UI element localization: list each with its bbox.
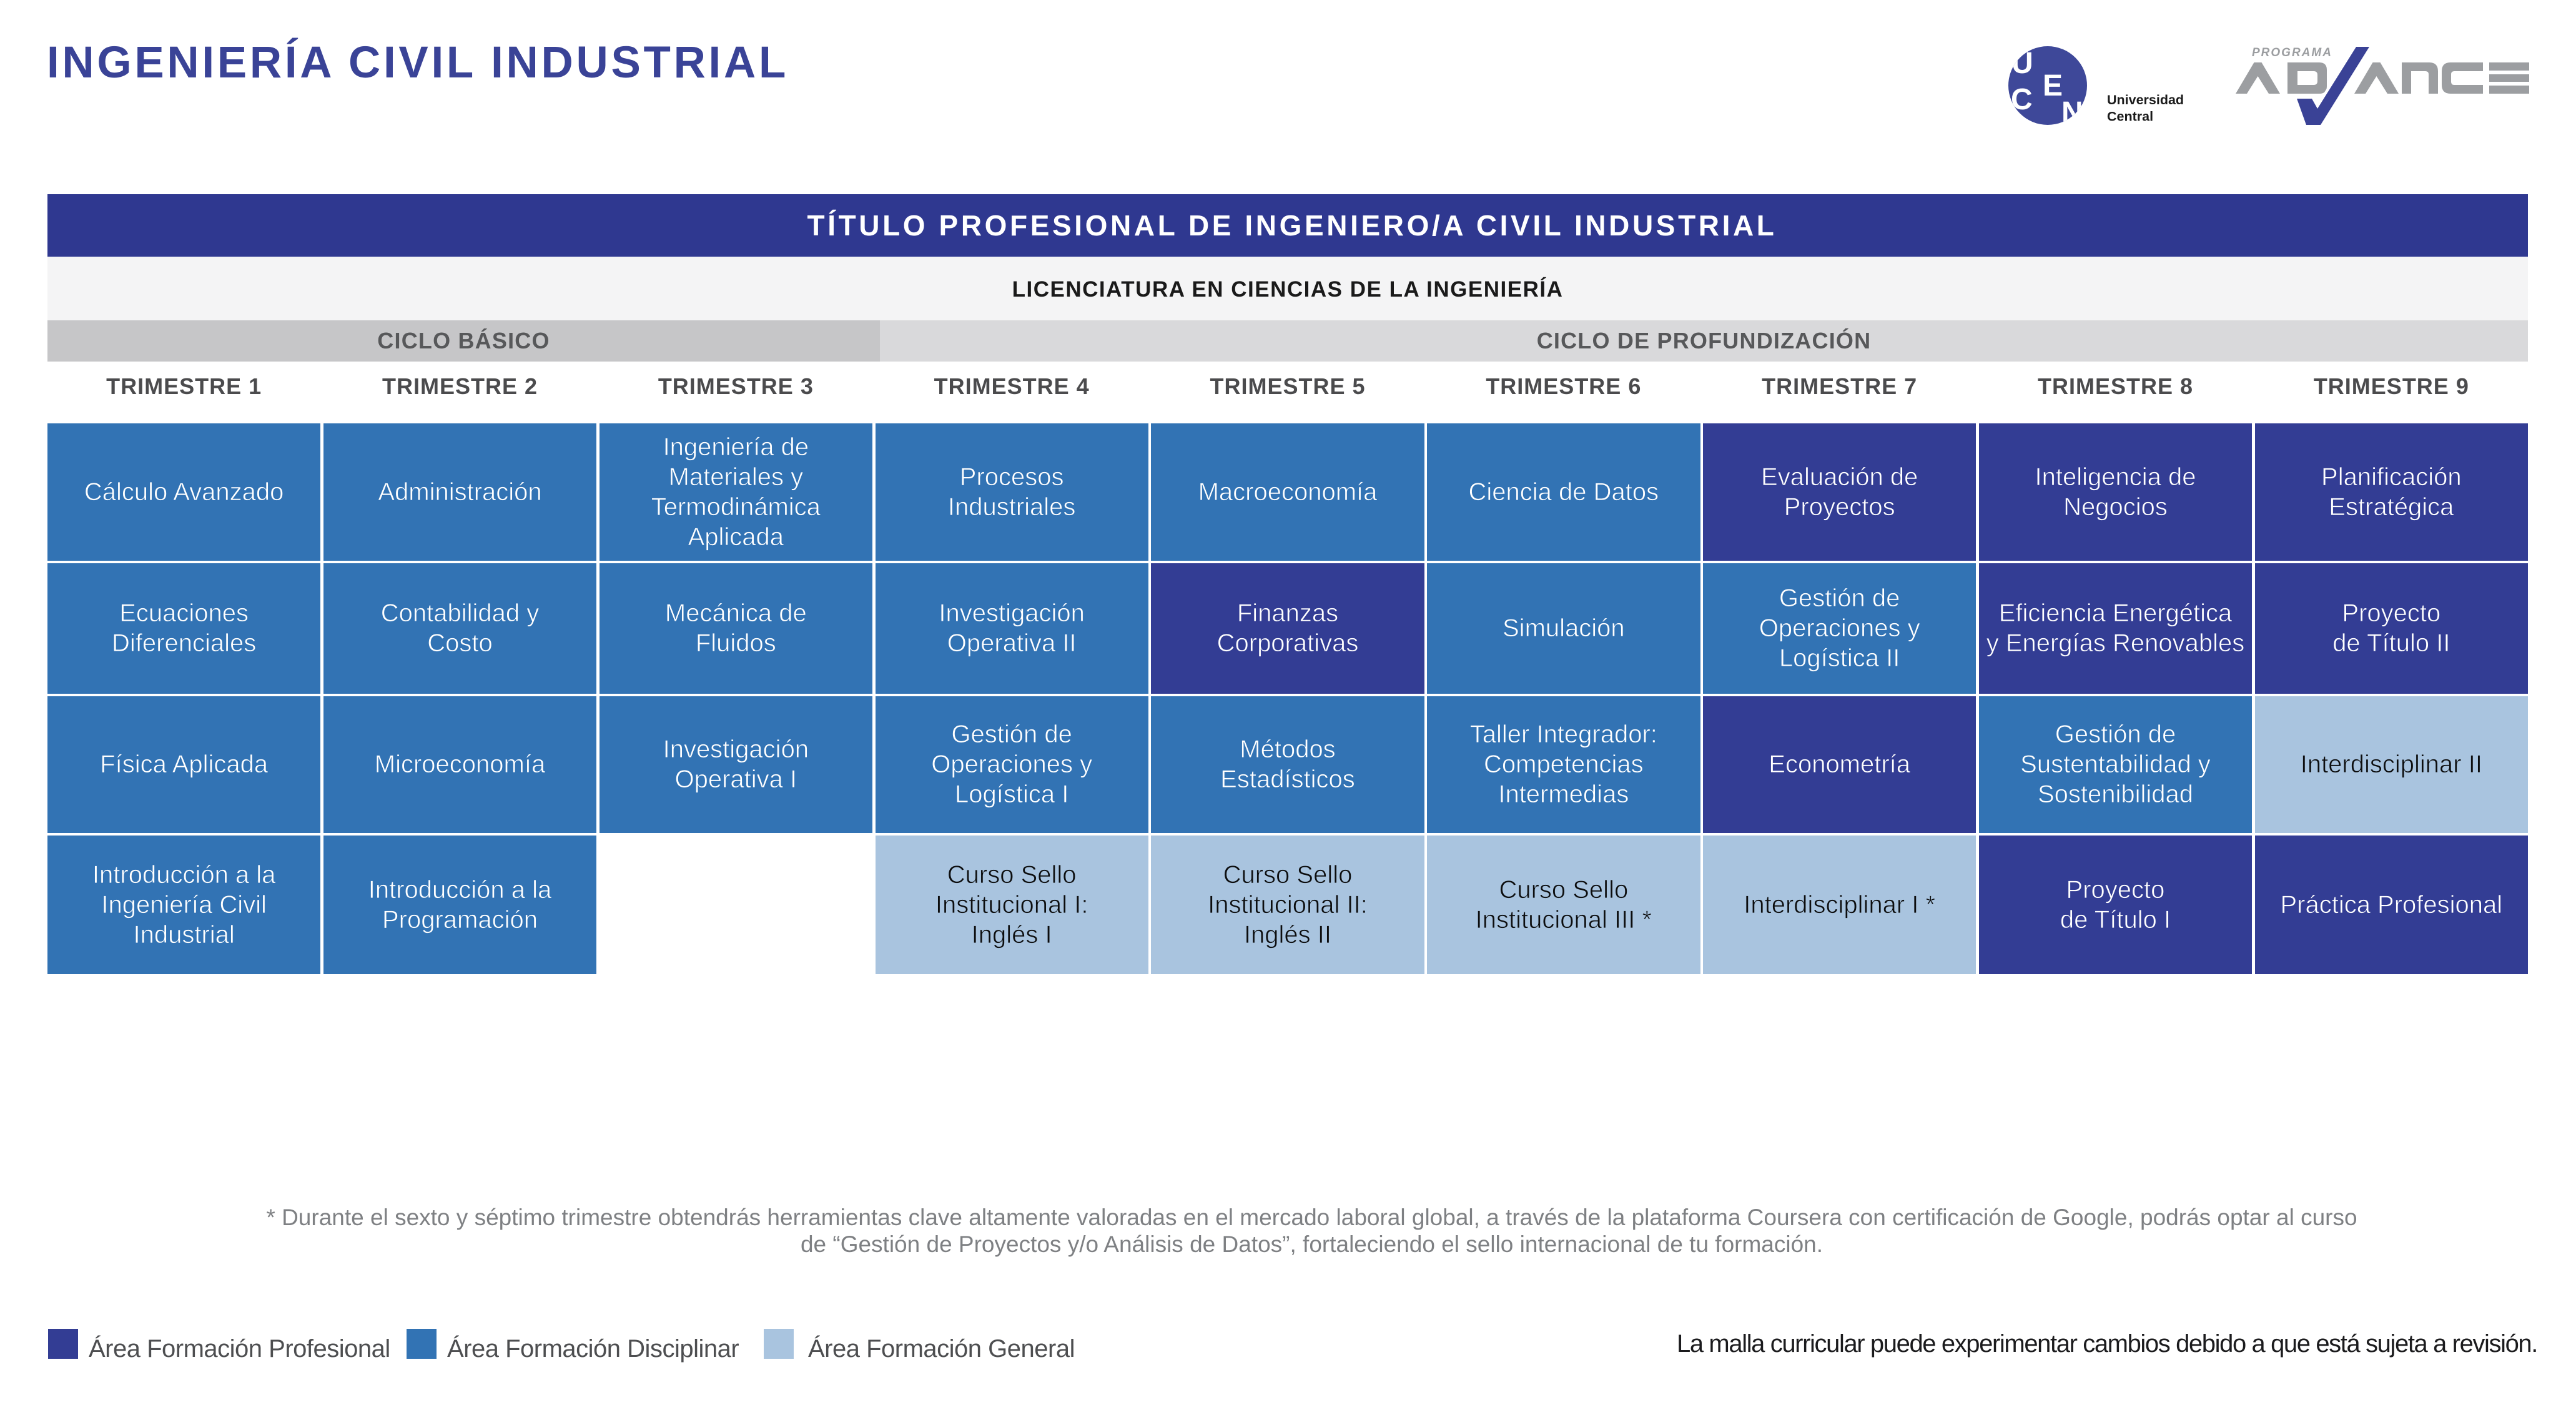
- svg-text:E: E: [2043, 69, 2063, 102]
- svg-text:C: C: [2011, 83, 2033, 116]
- svg-text:PROGRAMA: PROGRAMA: [2252, 46, 2332, 59]
- svg-text:U: U: [2011, 47, 2033, 80]
- svg-text:Central: Central: [2107, 109, 2153, 124]
- svg-text:N: N: [2061, 96, 2083, 129]
- svg-text:Universidad: Universidad: [2107, 92, 2184, 107]
